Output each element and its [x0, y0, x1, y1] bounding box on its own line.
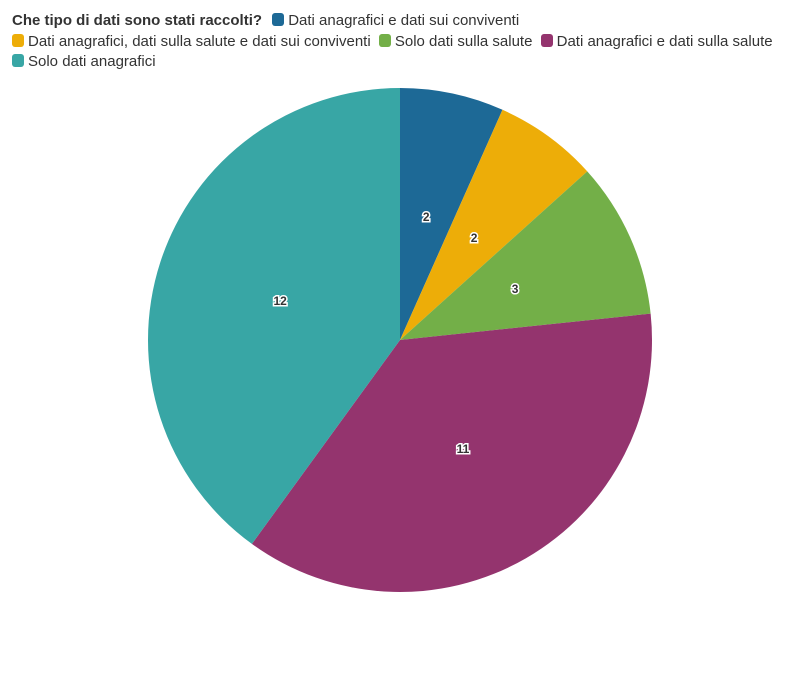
- legend-swatch: [12, 54, 24, 67]
- slice-value-label: 11: [457, 442, 470, 456]
- legend-swatch: [378, 33, 391, 47]
- legend-swatch: [12, 33, 24, 47]
- pie-slice-dati-anagrafici-dati-sulla-salute-e-dati-sui-conviventi[interactable]: [400, 109, 588, 340]
- legend-label: Solo dati anagrafici: [28, 53, 156, 70]
- legend-label: Dati anagrafici e dati sulla salute: [556, 32, 773, 50]
- pie-slice-solo-dati-sulla-salute[interactable]: [400, 171, 651, 340]
- legend-swatch: [272, 13, 285, 26]
- legend-label: Dati anagrafici e dati sui conviventi: [288, 12, 520, 29]
- legend-item-anagrafici-salute-conviventi[interactable]: Dati anagrafici, dati sulla salute e dat…: [12, 32, 371, 53]
- pie-slice-dati-anagrafici-e-dati-sulla-salute[interactable]: [251, 313, 652, 592]
- legend-item-anagrafici-salute[interactable]: Dati anagrafici e dati sulla salute: [540, 32, 773, 53]
- chart-title: Che tipo di dati sono stati raccolti?: [12, 12, 263, 29]
- slice-value-label: 3: [512, 282, 519, 296]
- legend-label: Solo dati sulla salute: [394, 32, 533, 50]
- legend-item-solo-anagrafici[interactable]: Solo dati anagrafici: [12, 52, 156, 73]
- legend-label: Dati anagrafici, dati sulla salute e dat…: [28, 32, 371, 50]
- legend: Che tipo di dati sono stati raccolti? Da…: [12, 11, 787, 73]
- pie-slice-solo-dati-anagrafici[interactable]: [148, 88, 400, 544]
- legend-item-anagrafici-conviventi[interactable]: Dati anagrafici e dati sui conviventi: [272, 11, 519, 32]
- pie-slice-dati-anagrafici-e-dati-sui-conviventi[interactable]: [400, 88, 503, 340]
- slice-value-label: 2: [423, 210, 430, 224]
- slice-value-label: 12: [273, 294, 287, 308]
- legend-swatch: [540, 33, 553, 47]
- slice-value-label: 2: [471, 231, 478, 245]
- legend-item-solo-salute[interactable]: Solo dati sulla salute: [378, 32, 533, 53]
